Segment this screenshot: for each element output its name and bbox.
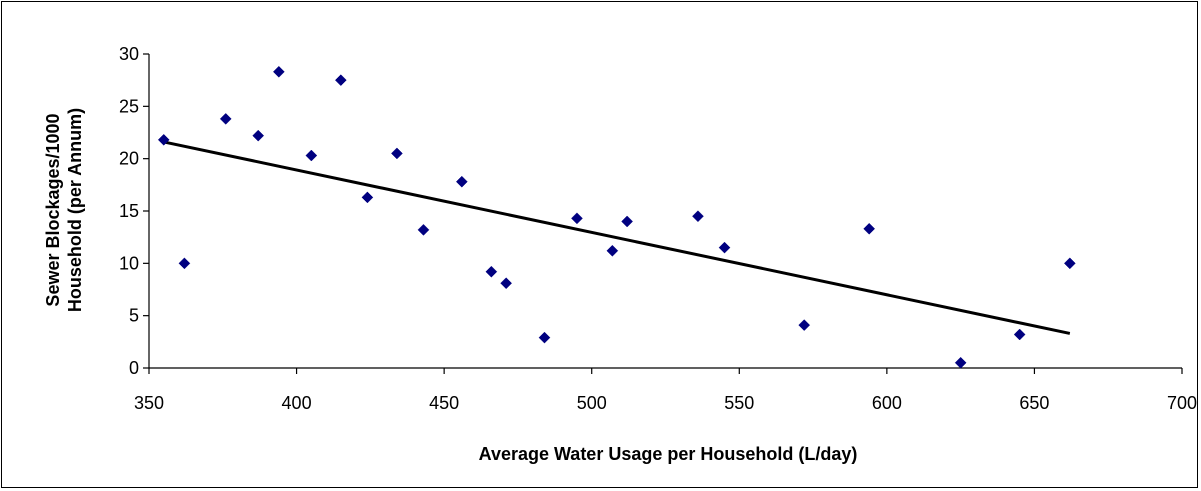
x-tick-label: 400 (282, 393, 312, 413)
x-tick-label: 350 (134, 393, 164, 413)
y-axis-title: Sewer Blockages/1000 Household (per Annu… (43, 108, 85, 312)
data-point (571, 212, 583, 225)
y-axis-title-line2: Household (per Annum) (65, 108, 85, 312)
x-axis-title: Average Water Usage per Household (L/day… (479, 444, 858, 464)
data-point (500, 277, 512, 290)
data-point (954, 356, 967, 369)
data-point (1063, 257, 1076, 270)
data-point (718, 241, 731, 254)
y-axis-title-line1: Sewer Blockages/1000 (43, 113, 63, 306)
data-point (305, 149, 318, 162)
x-tick-label: 450 (429, 393, 459, 413)
data-point (417, 223, 430, 236)
y-tick-label: 10 (119, 253, 139, 273)
data-point (485, 265, 498, 278)
data-point (252, 129, 265, 142)
y-tick-label: 5 (129, 306, 139, 326)
data-point (219, 113, 232, 125)
data-point (798, 319, 811, 331)
x-tick-label: 650 (1019, 393, 1049, 413)
y-tick-label: 15 (119, 201, 139, 221)
plot-area: 0 5 10 15 20 25 30 350 400 450 500 550 600 650 700 (119, 44, 1197, 413)
x-tick-label: 600 (872, 393, 902, 413)
y-tick-label: 30 (119, 44, 139, 64)
data-point (334, 74, 347, 87)
trendline (163, 140, 1071, 335)
x-tick-label: 700 (1167, 393, 1197, 413)
data-point (538, 331, 551, 344)
data-point (391, 147, 403, 160)
x-tick-label: 500 (577, 393, 607, 413)
y-tick-label: 20 (119, 149, 139, 169)
data-point (361, 191, 374, 204)
data-point (692, 210, 704, 223)
data-point (863, 222, 876, 235)
data-point (1013, 328, 1026, 341)
data-point (606, 244, 619, 257)
data-point (621, 215, 633, 228)
data-point (273, 65, 285, 78)
y-tick-label: 0 (129, 358, 139, 378)
data-point (178, 257, 191, 270)
x-tick-label: 550 (724, 393, 754, 413)
data-point (157, 133, 170, 146)
data-point (455, 175, 468, 188)
y-tick-label: 25 (119, 96, 139, 116)
